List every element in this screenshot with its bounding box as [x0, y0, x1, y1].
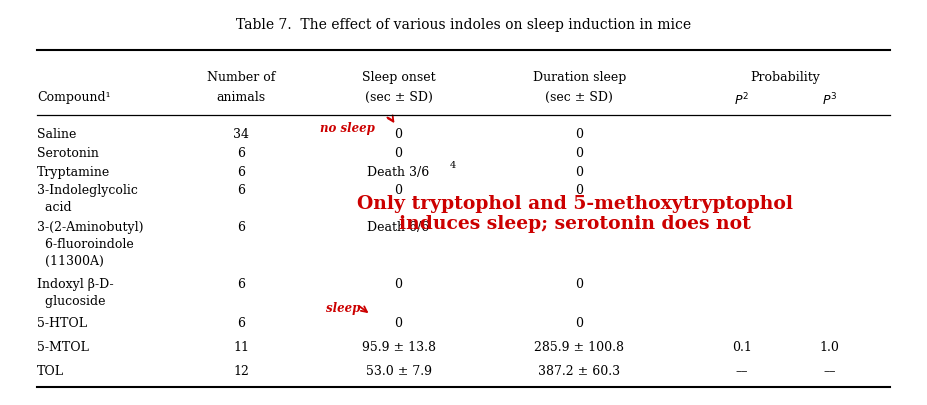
Text: 1.0: 1.0: [819, 340, 840, 353]
Text: (11300A): (11300A): [37, 254, 104, 267]
Text: 0: 0: [576, 147, 583, 160]
Text: Compound¹: Compound¹: [37, 91, 110, 104]
Text: Sleep onset: Sleep onset: [362, 71, 436, 84]
Text: (sec ± SD): (sec ± SD): [545, 91, 614, 104]
Text: animals: animals: [217, 91, 265, 104]
Text: $\mathit{P}^2$: $\mathit{P}^2$: [734, 91, 749, 108]
Text: 34: 34: [233, 128, 249, 141]
Text: 0: 0: [395, 147, 402, 160]
Text: 6: 6: [237, 221, 245, 234]
Text: 0: 0: [576, 316, 583, 329]
Text: 0.1: 0.1: [731, 340, 752, 353]
Text: 6: 6: [237, 147, 245, 160]
Text: 5-HTOL: 5-HTOL: [37, 316, 87, 329]
Text: 0: 0: [395, 128, 402, 141]
Text: 0: 0: [576, 128, 583, 141]
Text: 0: 0: [395, 184, 402, 197]
Text: 0: 0: [395, 316, 402, 329]
Text: acid: acid: [37, 200, 71, 213]
Text: 6: 6: [237, 165, 245, 178]
Text: 6: 6: [237, 316, 245, 329]
Text: 12: 12: [233, 364, 249, 377]
Text: 3-(2-Aminobutyl): 3-(2-Aminobutyl): [37, 221, 144, 234]
Text: Only tryptophol and 5-methoxytryptophol: Only tryptophol and 5-methoxytryptophol: [357, 194, 793, 212]
Text: TOL: TOL: [37, 364, 64, 377]
Text: 53.0 ± 7.9: 53.0 ± 7.9: [365, 364, 432, 377]
Text: 5-MTOL: 5-MTOL: [37, 340, 89, 353]
Text: Death 3/6: Death 3/6: [367, 165, 430, 178]
Text: Indoxyl β-D-: Indoxyl β-D-: [37, 277, 114, 290]
Text: no sleep: no sleep: [320, 122, 375, 134]
Text: Tryptamine: Tryptamine: [37, 165, 110, 178]
Text: 0: 0: [576, 184, 583, 197]
Text: Duration sleep: Duration sleep: [533, 71, 626, 84]
Text: ––: ––: [735, 364, 748, 377]
Text: 387.2 ± 60.3: 387.2 ± 60.3: [539, 364, 620, 377]
Text: Saline: Saline: [37, 128, 76, 141]
Text: 285.9 ± 100.8: 285.9 ± 100.8: [534, 340, 625, 353]
Text: 11: 11: [233, 340, 249, 353]
Text: ––: ––: [823, 364, 836, 377]
Text: 3-Indoleglycolic: 3-Indoleglycolic: [37, 184, 138, 197]
Text: Serotonin: Serotonin: [37, 147, 99, 160]
Text: 4: 4: [450, 160, 456, 169]
Text: Probability: Probability: [751, 71, 820, 84]
Text: glucoside: glucoside: [37, 294, 106, 307]
Text: 95.9 ± 13.8: 95.9 ± 13.8: [362, 340, 436, 353]
Text: sleep: sleep: [326, 301, 361, 314]
Text: Number of: Number of: [207, 71, 275, 84]
Text: 6-fluoroindole: 6-fluoroindole: [37, 238, 133, 251]
Text: 0: 0: [395, 277, 402, 290]
Text: 6: 6: [237, 277, 245, 290]
Text: induces sleep; serotonin does not: induces sleep; serotonin does not: [399, 215, 751, 232]
Text: (sec ± SD): (sec ± SD): [364, 91, 433, 104]
Text: Table 7.  The effect of various indoles on sleep induction in mice: Table 7. The effect of various indoles o…: [236, 18, 691, 32]
Text: 0: 0: [576, 165, 583, 178]
Text: 0: 0: [576, 277, 583, 290]
Text: $\mathit{P}^3$: $\mathit{P}^3$: [822, 91, 837, 108]
Text: Death 6/6: Death 6/6: [367, 221, 430, 234]
Text: 6: 6: [237, 184, 245, 197]
